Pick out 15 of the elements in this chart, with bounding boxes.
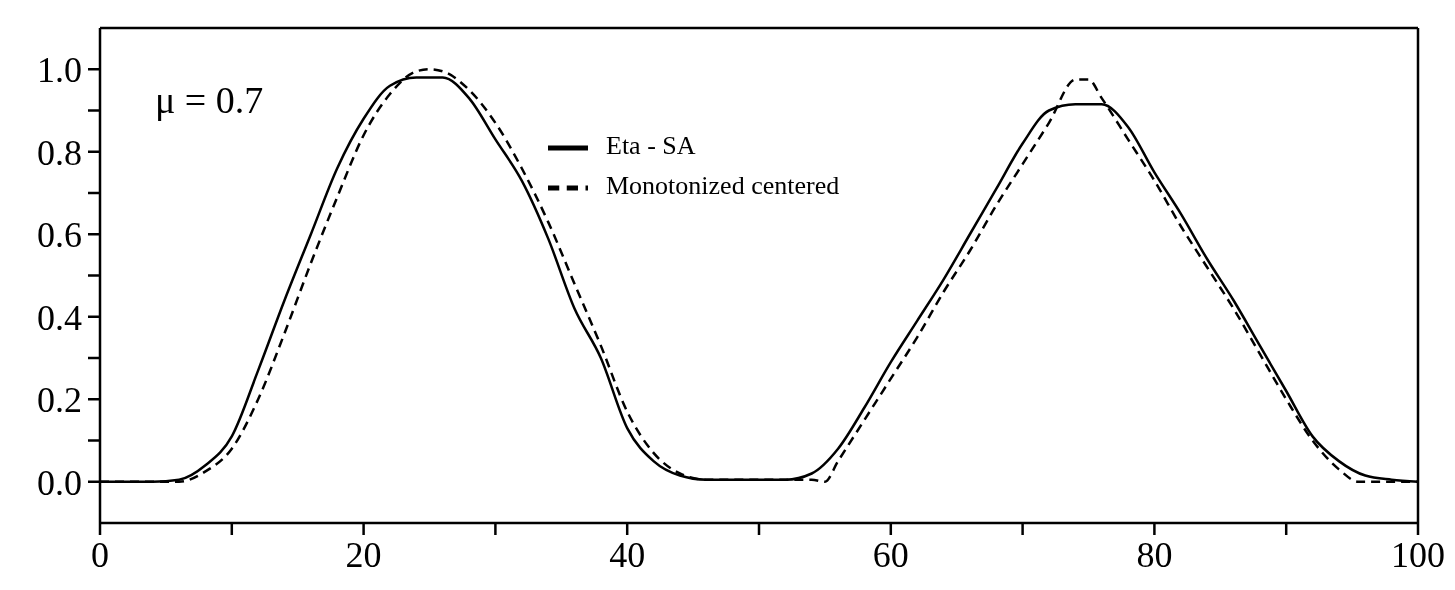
y-tick-label: 0.8 [37,132,82,173]
x-tick-label: 0 [91,534,109,575]
x-tick-label: 100 [1391,534,1445,575]
legend-label: Eta - SA [606,130,696,160]
x-tick-label: 20 [345,534,382,575]
y-tick-label: 0.2 [37,380,82,421]
y-tick-label: 0.0 [37,462,82,503]
x-tick-label: 60 [872,534,909,575]
legend-label: Monotonized centered [606,170,840,200]
y-tick-label: 0.6 [37,215,82,256]
y-tick-label: 1.0 [37,50,82,91]
x-tick-label: 40 [609,534,646,575]
annotation: μ = 0.7 [155,79,264,121]
y-tick-label: 0.4 [37,297,82,338]
x-tick-label: 80 [1136,534,1173,575]
